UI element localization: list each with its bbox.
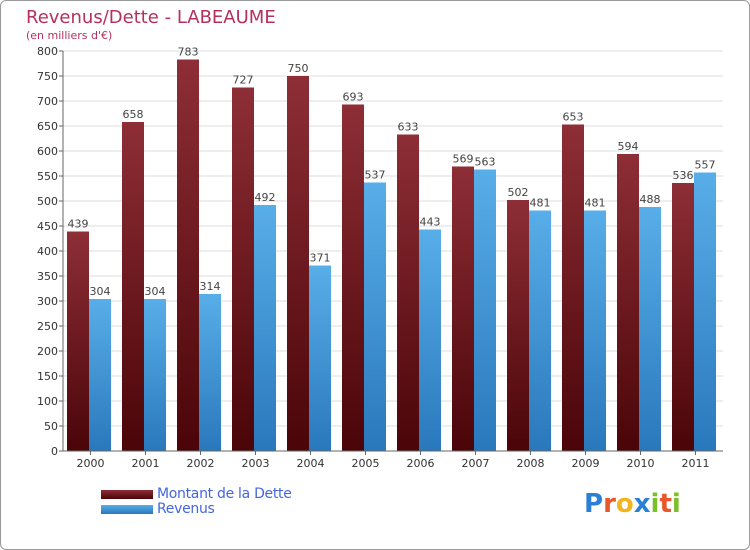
y-tick-label: 500 [37, 195, 58, 208]
y-tick-label: 400 [37, 245, 58, 258]
value-label-revenus: 557 [695, 159, 716, 172]
chart-title: Revenus/Dette - LABEAUME [26, 7, 276, 28]
y-tick-label: 300 [37, 295, 58, 308]
y-tick-label: 150 [37, 370, 58, 383]
y-tick-label: 650 [37, 120, 58, 133]
bar-revenus [474, 169, 496, 451]
x-tick-label: 2010 [627, 457, 655, 470]
bars [67, 59, 716, 451]
y-tick-label: 100 [37, 395, 58, 408]
logo-letter: i [671, 489, 681, 519]
y-tick-label: 200 [37, 345, 58, 358]
grid-lines [63, 50, 723, 452]
value-label-dette: 594 [618, 140, 639, 153]
value-label-dette: 569 [453, 153, 474, 166]
bar-dette [672, 183, 694, 451]
value-label-revenus: 481 [585, 197, 606, 210]
bar-dette [617, 154, 639, 451]
bar-dette [122, 122, 144, 451]
bar-revenus [89, 299, 111, 451]
y-tick-label: 700 [37, 95, 58, 108]
y-tick-label: 50 [44, 420, 58, 433]
x-tick-label: 2001 [132, 457, 160, 470]
bar-revenus [309, 265, 331, 451]
value-label-revenus: 563 [475, 156, 496, 169]
legend-swatch-dette [101, 490, 153, 499]
x-tick-label: 2000 [77, 457, 105, 470]
y-tick-label: 350 [37, 270, 58, 283]
value-label-dette: 633 [398, 121, 419, 134]
value-label-revenus: 443 [420, 216, 441, 229]
value-label-dette: 658 [123, 108, 144, 121]
logo-letter: x [633, 489, 651, 519]
proxiti-logo: Proxiti [584, 489, 681, 519]
x-tick-label: 2002 [187, 457, 215, 470]
value-label-dette: 783 [178, 46, 199, 59]
bar-dette [67, 231, 89, 451]
value-label-dette: 727 [233, 74, 254, 87]
bar-dette [562, 124, 584, 451]
bar-revenus [419, 229, 441, 451]
value-label-revenus: 304 [90, 285, 111, 298]
y-tick-label: 600 [37, 145, 58, 158]
value-label-revenus: 492 [255, 191, 276, 204]
bar-dette [342, 104, 364, 451]
value-label-dette: 502 [508, 186, 529, 199]
logo-letter: P [584, 489, 604, 519]
bar-revenus [144, 299, 166, 451]
value-label-revenus: 314 [200, 280, 221, 293]
value-label-dette: 693 [343, 91, 364, 104]
value-label-dette: 750 [288, 62, 309, 75]
logo-letter: r [603, 489, 616, 519]
y-tick-label: 450 [37, 220, 58, 233]
bar-dette [507, 200, 529, 451]
x-tick-label: 2007 [462, 457, 490, 470]
value-label-revenus: 481 [530, 197, 551, 210]
y-tick-label: 250 [37, 320, 58, 333]
bar-revenus [364, 182, 386, 451]
logo-letter: i [650, 489, 660, 519]
legend-label-revenus: Revenus [157, 501, 215, 517]
x-tick-label: 2003 [242, 457, 270, 470]
value-label-revenus: 537 [365, 169, 386, 182]
bar-dette [287, 76, 309, 451]
value-label-dette: 536 [673, 169, 694, 182]
value-label-dette: 653 [563, 111, 584, 124]
bar-dette [397, 134, 419, 451]
y-tick-label: 750 [37, 70, 58, 83]
bar-revenus [584, 210, 606, 451]
legend-swatch-revenus [101, 505, 153, 514]
chart-subtitle: (en milliers d'€) [26, 29, 113, 42]
logo-letter: o [615, 489, 634, 519]
value-labels: 439 304 658 304 783 314 727 492 750 371 693 537 633 4… [68, 46, 716, 299]
x-tick-label: 2004 [297, 457, 325, 470]
value-label-dette: 439 [68, 218, 89, 231]
value-label-revenus: 488 [640, 193, 661, 206]
bar-revenus [694, 172, 716, 451]
legend-label-dette: Montant de la Dette [157, 486, 292, 502]
bar-dette [452, 166, 474, 451]
x-tick-label: 2005 [352, 457, 380, 470]
y-tick-label: 800 [37, 45, 58, 58]
x-tick-label: 2011 [682, 457, 710, 470]
value-label-revenus: 371 [310, 252, 331, 265]
y-tick-label: 0 [51, 445, 58, 458]
bar-dette [177, 59, 199, 451]
x-tick-label: 2008 [517, 457, 545, 470]
x-tick-label: 2009 [572, 457, 600, 470]
bar-revenus [254, 205, 276, 451]
bar-dette [232, 87, 254, 451]
y-tick-label: 550 [37, 170, 58, 183]
value-label-revenus: 304 [145, 285, 166, 298]
bar-revenus [199, 294, 221, 451]
logo-letter: t [659, 489, 672, 519]
axes: 0 50 100 150 200 250 300 350 400 450 500 550 600 650 7… [37, 45, 723, 470]
bar-revenus [529, 210, 551, 451]
bar-revenus [639, 207, 661, 451]
x-tick-label: 2006 [407, 457, 435, 470]
